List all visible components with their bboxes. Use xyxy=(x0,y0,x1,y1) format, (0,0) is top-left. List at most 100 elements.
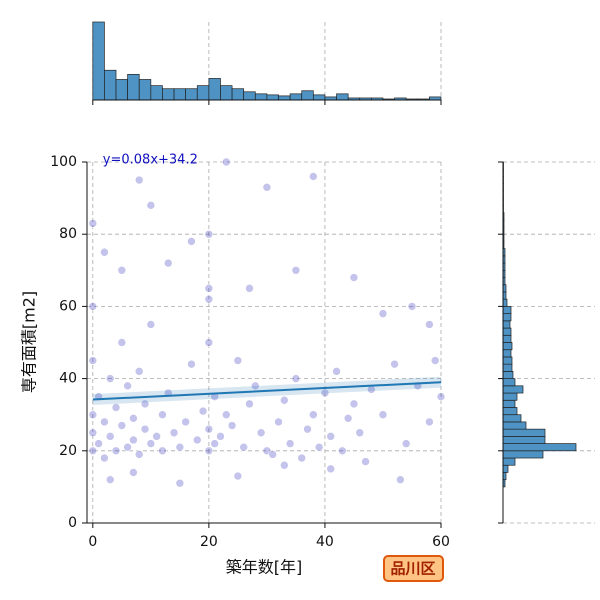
point xyxy=(314,442,324,452)
point xyxy=(291,265,301,275)
point xyxy=(169,428,179,438)
point xyxy=(378,309,388,318)
point xyxy=(239,442,248,452)
hist-bar xyxy=(502,450,544,459)
point xyxy=(88,302,98,311)
point xyxy=(221,410,231,420)
point xyxy=(291,374,301,383)
point xyxy=(187,359,196,369)
hist-bar xyxy=(502,385,524,394)
hist-bar xyxy=(502,421,527,430)
point xyxy=(285,439,295,448)
hist-bar xyxy=(502,443,577,452)
badge: 品川区 xyxy=(390,560,435,578)
point xyxy=(94,439,103,448)
point xyxy=(146,320,156,329)
point xyxy=(111,403,121,412)
point xyxy=(227,421,237,430)
point xyxy=(303,424,312,434)
point xyxy=(204,338,214,347)
point xyxy=(163,258,173,268)
x-tick-label: 60 xyxy=(432,534,450,550)
hist-bar xyxy=(266,94,279,101)
hist-bar xyxy=(196,85,210,101)
point xyxy=(187,237,196,246)
point xyxy=(309,172,318,181)
hist-bar xyxy=(502,363,513,372)
point xyxy=(274,417,283,427)
hist-bar xyxy=(502,371,514,379)
point xyxy=(349,399,359,409)
point xyxy=(134,175,144,185)
point xyxy=(338,446,347,456)
point xyxy=(129,468,138,477)
point xyxy=(88,219,98,228)
point xyxy=(297,453,307,463)
point xyxy=(117,265,127,275)
y-tick-label: 80 xyxy=(59,226,77,242)
hist-bar xyxy=(502,457,516,466)
point xyxy=(309,410,318,420)
hist-bar xyxy=(502,378,516,387)
hist-bar xyxy=(301,90,314,101)
point xyxy=(140,399,150,409)
point xyxy=(192,435,202,445)
hist-bar xyxy=(502,349,512,358)
point xyxy=(134,367,144,376)
point xyxy=(140,424,150,434)
point xyxy=(204,446,214,456)
x-tick-label: 0 xyxy=(88,534,97,550)
regression-line xyxy=(92,381,442,401)
hist-bar xyxy=(502,428,546,437)
point xyxy=(268,450,278,459)
point xyxy=(355,428,365,438)
point xyxy=(262,182,272,192)
badge-box xyxy=(383,555,444,582)
point xyxy=(361,457,370,466)
hist-bar xyxy=(502,436,546,444)
point xyxy=(425,320,434,329)
hist-bar xyxy=(502,407,518,416)
point xyxy=(146,201,156,210)
hist-bar xyxy=(150,85,163,101)
point xyxy=(123,442,132,452)
point xyxy=(233,471,243,481)
hist-bar xyxy=(502,320,511,329)
point xyxy=(88,410,98,420)
point xyxy=(280,395,289,405)
hist-bar xyxy=(243,91,256,101)
point xyxy=(129,414,138,423)
point xyxy=(105,432,115,441)
hist-bar xyxy=(104,69,117,101)
point xyxy=(401,439,411,448)
hist-bar xyxy=(185,88,198,101)
point xyxy=(204,424,214,434)
point xyxy=(100,417,109,427)
point xyxy=(343,414,353,423)
point xyxy=(88,428,98,438)
hist-bar xyxy=(502,414,522,423)
hist-bar xyxy=(502,392,518,401)
hist-bar xyxy=(173,88,187,101)
hist-bar xyxy=(502,334,512,343)
point xyxy=(280,460,289,470)
point xyxy=(111,446,121,456)
point xyxy=(245,284,254,293)
hist-bar xyxy=(502,327,512,336)
hist-bar xyxy=(289,93,303,101)
point xyxy=(221,157,231,167)
point xyxy=(326,432,336,441)
point xyxy=(146,439,156,448)
y-tick-label: 60 xyxy=(59,298,77,314)
point xyxy=(117,338,127,347)
y-tick-label: 100 xyxy=(50,154,77,170)
hist-bar xyxy=(502,342,513,351)
hist-bar xyxy=(162,88,175,101)
hist-bar xyxy=(502,298,508,307)
y-tick-label: 0 xyxy=(68,515,77,531)
point xyxy=(396,475,405,484)
point xyxy=(117,421,127,430)
point xyxy=(320,388,330,398)
point xyxy=(332,367,341,376)
x-tick-label: 40 xyxy=(316,534,334,550)
